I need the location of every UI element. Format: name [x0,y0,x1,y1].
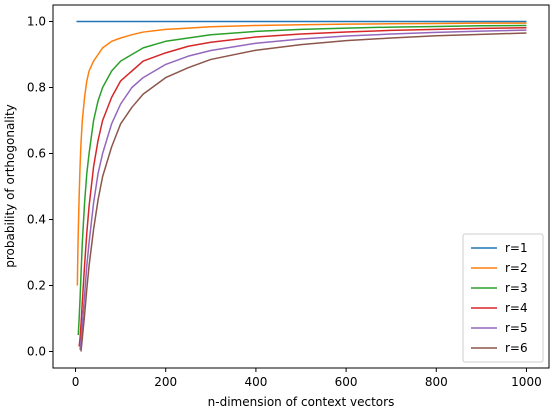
legend-label: r=1 [505,241,528,255]
y-tick-label: 0.4 [27,213,46,227]
x-tick-label: 600 [335,375,358,389]
x-axis-label: n-dimension of context vectors [208,395,395,409]
legend: r=1 r=2 r=3 r=4 r=5 r=6 [462,233,544,363]
series-line-6 [80,32,527,352]
legend-label: r=2 [505,261,528,275]
x-tick-label: 0 [72,375,80,389]
y-tick-label: 0.8 [27,81,46,95]
legend-label: r=3 [505,281,528,295]
x-tick-label: 200 [154,375,177,389]
series-layer [76,20,527,352]
x-tick-label: 800 [425,375,448,389]
legend-label: r=5 [505,321,528,335]
series-line-3 [77,24,527,336]
series-line-5 [79,29,527,350]
y-tick-label: 0.6 [27,147,46,161]
series-line-4 [78,27,527,347]
series-line-2 [76,22,527,286]
legend-box [462,233,544,363]
x-tick-label: 1000 [511,375,542,389]
plot-frame [52,4,550,369]
legend-label: r=4 [505,301,528,315]
y-tick-label: 0.2 [27,279,46,293]
x-axis: 0 200 400 600 800 1000 [72,368,542,389]
y-tick-label: 0.0 [27,345,46,359]
y-axis-label: probability of orthogonality [3,104,17,268]
x-tick-label: 400 [244,375,267,389]
y-tick-label: 1.0 [27,15,46,29]
legend-label: r=6 [505,341,528,355]
y-axis: 0.0 0.2 0.4 0.6 0.8 1.0 [27,15,53,359]
